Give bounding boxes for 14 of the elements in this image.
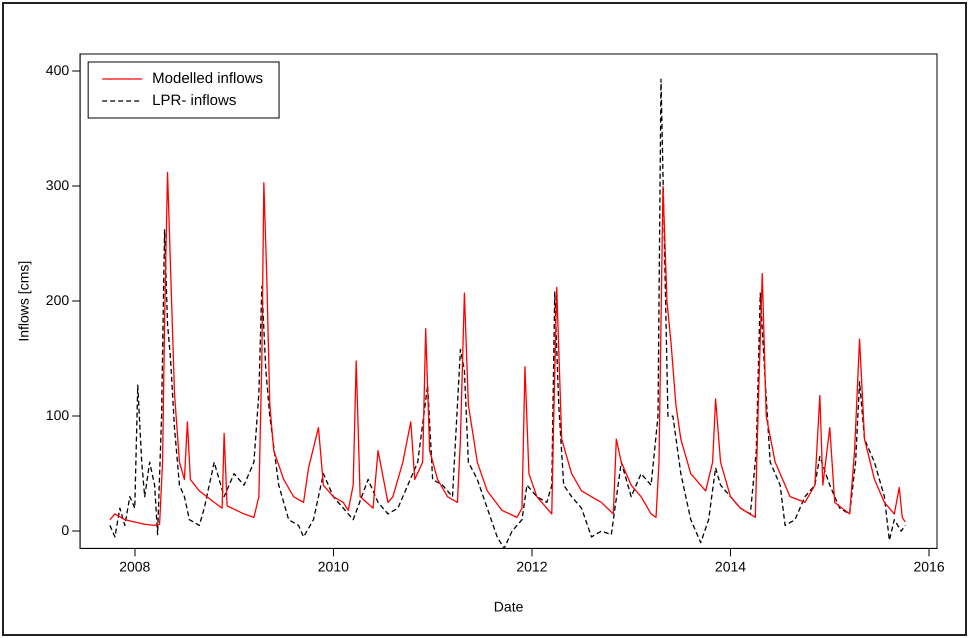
- legend-label: LPR- inflows: [152, 92, 236, 110]
- x-tick-label: 2016: [913, 558, 945, 575]
- y-tick-label: 0: [61, 522, 70, 538]
- x-tick-label: 2008: [119, 558, 151, 575]
- x-tick-label: 2010: [318, 558, 350, 575]
- x-tick-label: 2012: [516, 558, 548, 575]
- y-tick-label: 400: [46, 62, 70, 78]
- y-tick-label: 100: [46, 407, 70, 424]
- x-axis-title: Date: [494, 598, 524, 614]
- y-tick-label: 300: [46, 177, 70, 194]
- legend-label: Modelled inflows: [152, 70, 264, 88]
- y-tick-label: 200: [46, 292, 70, 308]
- y-axis-title: Inflows [cms]: [15, 260, 32, 342]
- x-tick-label: 2014: [714, 558, 746, 575]
